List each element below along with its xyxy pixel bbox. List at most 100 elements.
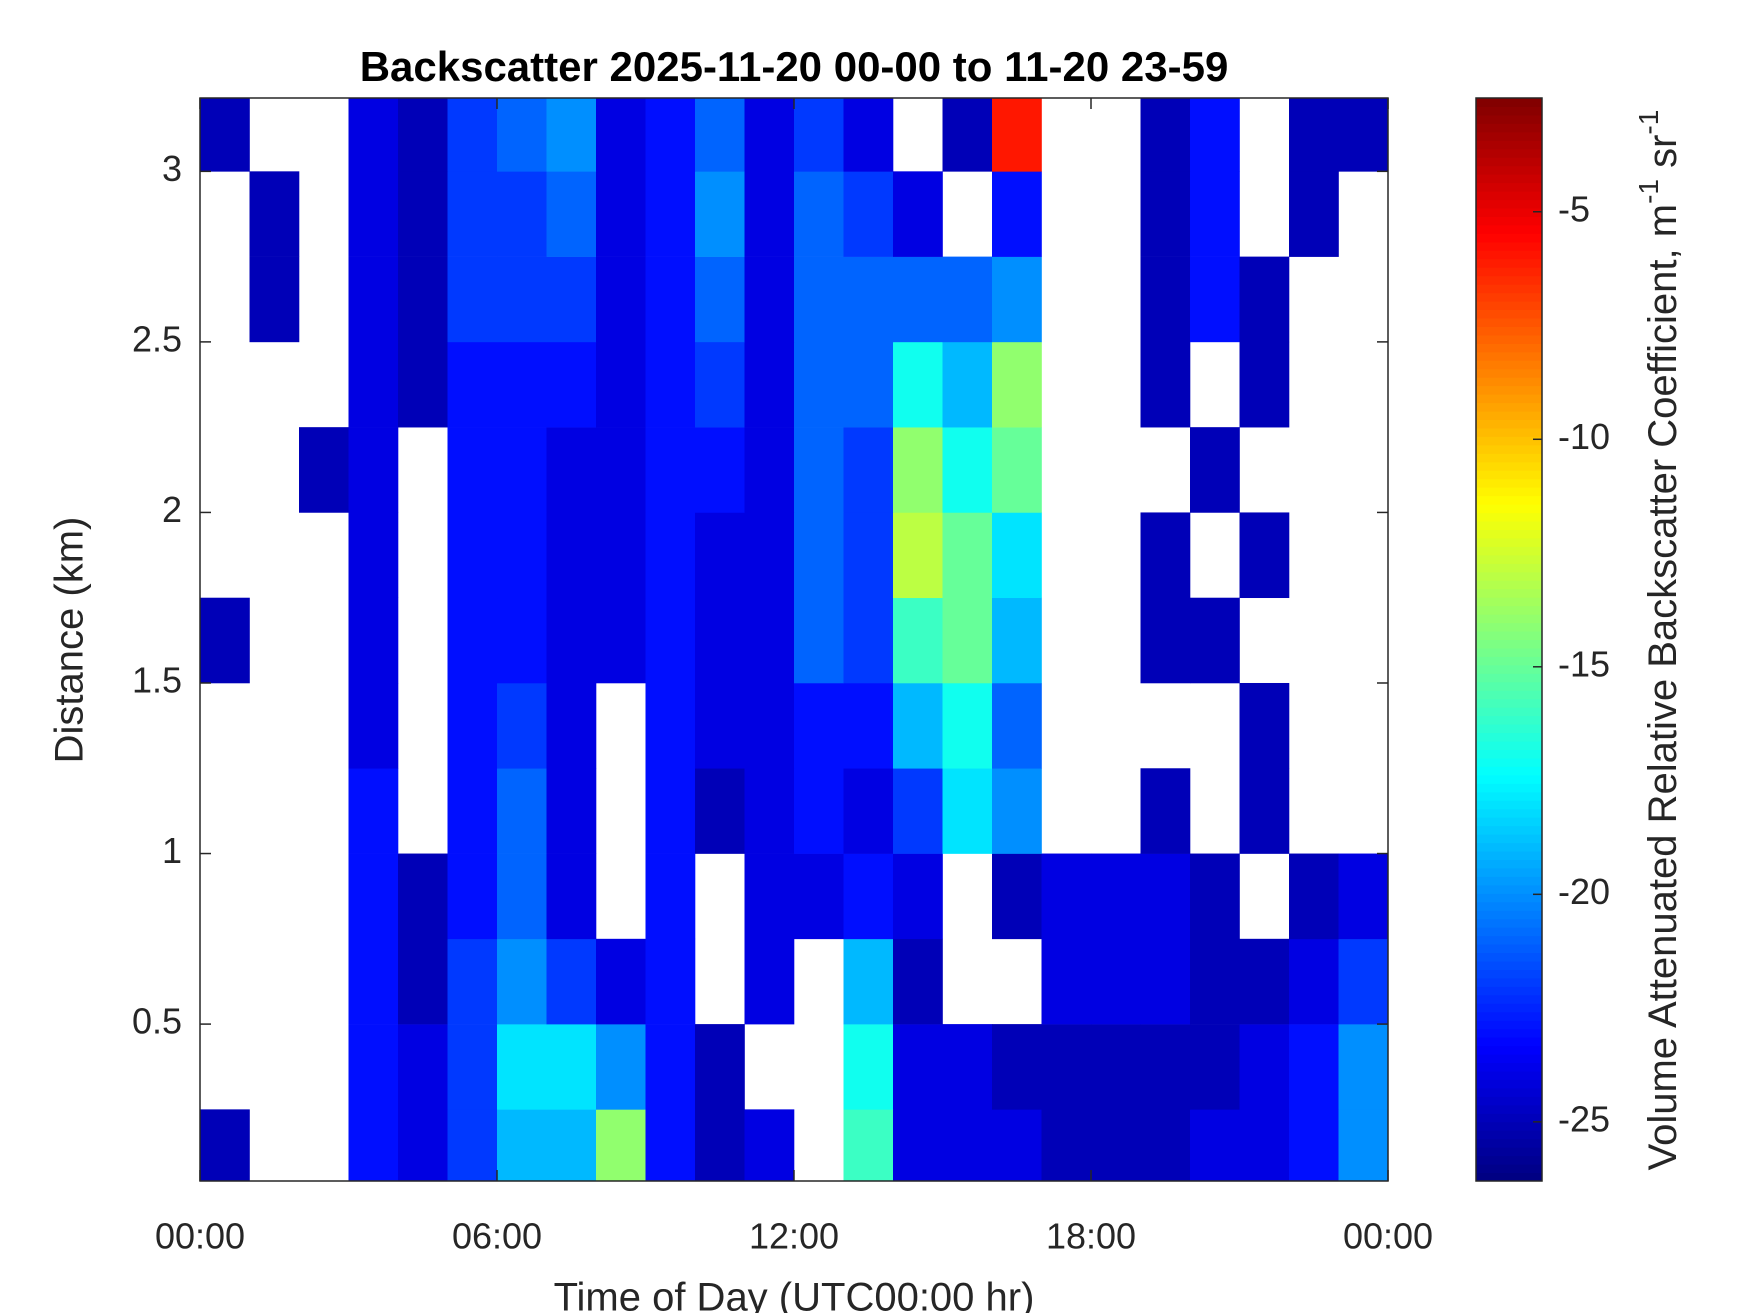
colorbar-swatch bbox=[1476, 715, 1542, 725]
heatmap-cell bbox=[348, 768, 399, 854]
heatmap-cell bbox=[744, 427, 795, 513]
heatmap-cell bbox=[348, 938, 399, 1025]
colorbar-swatch bbox=[1476, 174, 1542, 184]
colorbar-swatch bbox=[1476, 1087, 1542, 1097]
heatmap-cell bbox=[546, 341, 597, 428]
colorbar-swatch bbox=[1476, 394, 1542, 404]
heatmap-cell bbox=[1041, 853, 1092, 940]
colorbar-swatch bbox=[1476, 157, 1542, 167]
colorbar-swatch bbox=[1476, 521, 1542, 531]
heatmap-cell bbox=[1091, 1024, 1141, 1110]
colorbar-swatch bbox=[1476, 504, 1542, 514]
colorbar-swatch bbox=[1476, 884, 1542, 894]
heatmap-cell bbox=[596, 512, 646, 599]
colorbar-swatch bbox=[1476, 148, 1542, 158]
heatmap-cell bbox=[546, 512, 597, 599]
heatmap-cell bbox=[1140, 768, 1191, 854]
heatmap-cell bbox=[843, 938, 894, 1025]
colorbar-swatch bbox=[1476, 224, 1542, 234]
heatmap-cell bbox=[843, 98, 894, 172]
colorbar-swatch bbox=[1476, 994, 1542, 1004]
heatmap-cell bbox=[893, 1109, 943, 1182]
heatmap-cell bbox=[497, 98, 547, 172]
heatmap-cell bbox=[348, 682, 399, 769]
colorbar-swatch bbox=[1476, 876, 1542, 886]
heatmap-cell bbox=[348, 1024, 399, 1110]
heatmap-cell bbox=[794, 512, 844, 599]
colorbar-swatch bbox=[1476, 851, 1542, 860]
heatmap-cell bbox=[497, 682, 547, 769]
colorbar-swatch bbox=[1476, 140, 1542, 150]
colorbar-label-text: sr bbox=[1641, 135, 1685, 179]
heatmap-cell bbox=[695, 341, 745, 428]
heatmap-cell bbox=[546, 98, 597, 172]
heatmap-cell bbox=[1091, 1109, 1141, 1182]
colorbar-tick-label: -25 bbox=[1558, 1098, 1610, 1139]
colorbar-swatch bbox=[1476, 512, 1542, 522]
colorbar-swatch bbox=[1476, 537, 1542, 547]
colorbar-swatch bbox=[1476, 1147, 1542, 1157]
colorbar-swatch bbox=[1476, 478, 1542, 488]
heatmap-cell bbox=[645, 938, 696, 1025]
heatmap-cell bbox=[497, 427, 547, 513]
heatmap-cell bbox=[447, 1024, 498, 1110]
colorbar-swatch bbox=[1476, 317, 1542, 327]
heatmap-cell bbox=[645, 768, 696, 854]
heatmap-cell bbox=[645, 682, 696, 769]
heatmap-cell bbox=[893, 938, 943, 1025]
heatmap-cell bbox=[695, 682, 745, 769]
y-tick-label: 3 bbox=[162, 148, 182, 189]
colorbar-swatch bbox=[1476, 165, 1542, 175]
colorbar-swatch bbox=[1476, 656, 1542, 666]
colorbar-swatch bbox=[1476, 182, 1542, 192]
colorbar-frame bbox=[1475, 97, 1543, 1182]
colorbar-swatch bbox=[1476, 98, 1542, 107]
heatmap-cell bbox=[447, 682, 498, 769]
heatmap-cell bbox=[1289, 1024, 1339, 1110]
heatmap-cell bbox=[1239, 512, 1290, 599]
heatmap-cell bbox=[447, 98, 498, 172]
colorbar-swatch bbox=[1476, 571, 1542, 581]
colorbar-swatch bbox=[1476, 1121, 1542, 1131]
heatmap-cell bbox=[1091, 853, 1141, 940]
heatmap-cell bbox=[596, 1109, 646, 1182]
heatmap-cell bbox=[1140, 98, 1191, 172]
heatmap-cell bbox=[546, 768, 597, 854]
heatmap-cell bbox=[893, 256, 943, 343]
heatmap-cell bbox=[744, 1109, 795, 1182]
heatmap-cell bbox=[546, 682, 597, 769]
heatmap-cell bbox=[645, 256, 696, 343]
heatmap-cell bbox=[497, 1024, 547, 1110]
colorbar-swatch bbox=[1476, 842, 1542, 852]
heatmap-cell bbox=[942, 1109, 993, 1182]
heatmap-cell bbox=[992, 597, 1042, 684]
colorbar-swatch bbox=[1476, 1138, 1542, 1148]
x-tick-label: 12:00 bbox=[749, 1216, 839, 1257]
heatmap-cell bbox=[348, 427, 399, 513]
heatmap-cell bbox=[1239, 682, 1290, 769]
heatmap-cell bbox=[200, 1109, 250, 1182]
colorbar-label-sup: -1 bbox=[1633, 179, 1664, 204]
heatmap-cell bbox=[794, 256, 844, 343]
colorbar-swatch bbox=[1476, 893, 1542, 903]
heatmap-cell bbox=[843, 171, 894, 257]
heatmap-cell bbox=[992, 768, 1042, 854]
colorbar-swatch bbox=[1476, 766, 1542, 776]
heatmap-cell bbox=[497, 171, 547, 257]
colorbar-swatch bbox=[1476, 698, 1542, 708]
heatmap-cell bbox=[1041, 938, 1092, 1025]
colorbar-swatch bbox=[1476, 114, 1542, 124]
heatmap-cell bbox=[1289, 98, 1339, 172]
heatmap-cell bbox=[695, 597, 745, 684]
heatmap-cell bbox=[645, 1024, 696, 1110]
heatmap-cell bbox=[744, 768, 795, 854]
heatmap-cell bbox=[794, 427, 844, 513]
heatmap-cell bbox=[843, 682, 894, 769]
colorbar-swatch bbox=[1476, 292, 1542, 302]
heatmap-cell bbox=[992, 1109, 1042, 1182]
heatmap-cell bbox=[546, 427, 597, 513]
colorbar-swatch bbox=[1476, 791, 1542, 801]
heatmap-cell bbox=[1338, 938, 1389, 1025]
heatmap-cell bbox=[992, 98, 1042, 172]
